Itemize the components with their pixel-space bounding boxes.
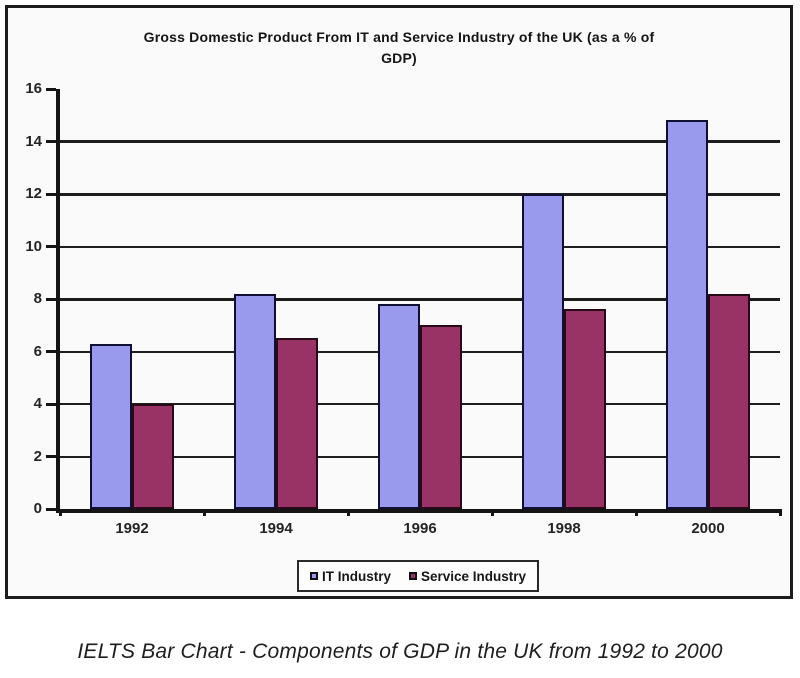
bar-service-industry-1998 — [564, 309, 606, 509]
bar-service-industry-1994 — [276, 338, 318, 509]
x-axis-tick-3 — [490, 509, 494, 516]
legend-label: Service Industry — [420, 568, 527, 584]
gridline-y-14 — [60, 140, 780, 143]
x-axis-tick-4 — [634, 509, 638, 516]
x-axis-tick-1 — [202, 509, 206, 516]
y-axis-label-2: 2 — [33, 447, 42, 465]
y-axis-label-14: 14 — [25, 132, 42, 150]
legend-swatch-icon-service-industry — [408, 572, 417, 580]
y-axis-label-0: 0 — [33, 500, 42, 517]
y-axis-tick-2 — [46, 455, 56, 458]
x-axis-label-1992: 1992 — [115, 520, 149, 537]
gridline-y-12 — [60, 192, 780, 196]
y-axis-label-16: 16 — [25, 80, 42, 97]
y-axis-tick-6 — [46, 350, 56, 353]
y-axis-tick-12 — [46, 192, 56, 196]
bar-service-industry-2000 — [708, 294, 750, 509]
legend-item-service-industry: Service Industry — [408, 568, 527, 584]
x-axis-tick-5 — [778, 509, 782, 516]
x-axis-label-1998: 1998 — [547, 520, 581, 537]
y-axis-tick-4 — [46, 402, 56, 406]
y-axis-tick-10 — [46, 245, 56, 248]
bar-it-industry-1992 — [90, 344, 132, 509]
bar-it-industry-1994 — [234, 294, 276, 509]
x-axis-tick-0 — [58, 509, 62, 516]
y-axis-label-10: 10 — [25, 237, 42, 255]
x-axis-label-1994: 1994 — [259, 520, 293, 537]
x-axis-label-1996: 1996 — [403, 520, 437, 537]
chart-title: Gross Domestic Product From IT and Servi… — [108, 27, 690, 69]
gridline-y-10 — [60, 245, 780, 248]
x-axis-label-2000: 2000 — [691, 520, 725, 537]
y-axis-label-12: 12 — [25, 185, 42, 202]
legend: IT Industry Service Industry — [297, 560, 539, 592]
bar-it-industry-1998 — [522, 194, 564, 509]
legend-label: IT Industry — [321, 568, 391, 584]
y-axis-tick-0 — [46, 507, 56, 511]
chart-title-line-2: GDP) — [381, 50, 417, 66]
legend-swatch-icon-it-industry — [309, 572, 318, 580]
gridline-y-8 — [60, 297, 780, 301]
plot-area: 0 2 4 6 8 10 12 14 16 1992 1994 1996 1998 2000 — [25, 80, 782, 537]
y-axis-label-8: 8 — [33, 290, 42, 307]
bar-service-industry-1996 — [420, 325, 462, 509]
y-axis-tick-8 — [46, 297, 56, 301]
x-axis-tick-2 — [346, 509, 350, 516]
bar-it-industry-1996 — [378, 304, 420, 509]
y-axis-label-6: 6 — [33, 342, 42, 360]
bar-it-industry-2000 — [666, 120, 708, 509]
y-axis-label-4: 4 — [33, 395, 42, 412]
chart-title-line-1: Gross Domestic Product From IT and Servi… — [143, 29, 655, 45]
bar-service-industry-1992 — [132, 404, 174, 509]
y-axis-tick-14 — [46, 140, 56, 143]
legend-item-it-industry: IT Industry — [309, 568, 391, 584]
figure-caption: IELTS Bar Chart - Components of GDP in t… — [77, 640, 723, 663]
y-axis-tick-16 — [46, 87, 56, 91]
